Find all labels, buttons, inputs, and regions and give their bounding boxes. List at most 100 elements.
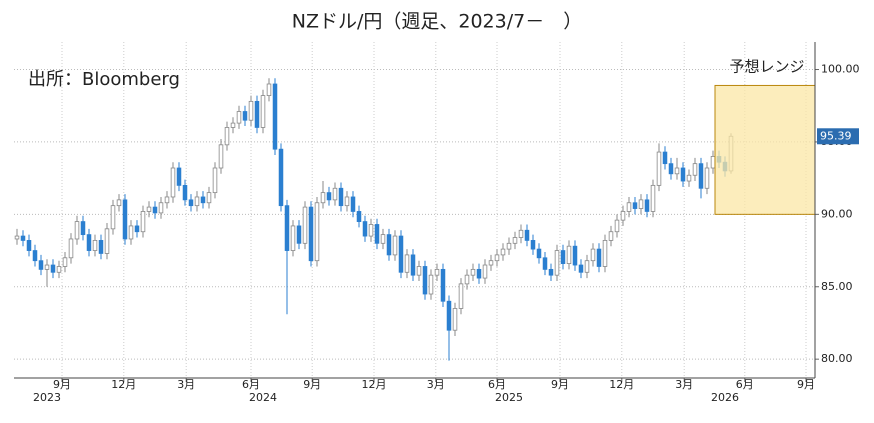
x-tick-label: 9月 <box>53 378 71 391</box>
candle-body <box>494 254 500 262</box>
candle-body <box>338 187 344 207</box>
year-label: 2025 <box>495 391 523 404</box>
x-tick-label: 12月 <box>362 378 387 391</box>
candle-body <box>638 199 644 209</box>
candle-body <box>458 283 464 309</box>
candle-body <box>380 234 386 244</box>
candle-body <box>488 260 494 266</box>
forecast-label: 予想レンジ <box>729 58 804 76</box>
candle-body <box>710 156 716 169</box>
candle-body <box>68 238 74 259</box>
last-price-label: 95.39 <box>820 129 852 142</box>
candle-body <box>62 257 68 267</box>
candle-body <box>350 196 356 212</box>
x-tick-label: 9月 <box>797 378 815 391</box>
candle-body <box>452 308 458 331</box>
candle-body <box>446 300 452 331</box>
candle-body <box>86 234 92 251</box>
candle-body <box>644 199 650 212</box>
candle-body <box>524 229 530 241</box>
candle-body <box>422 266 428 295</box>
candle-body <box>164 196 170 204</box>
candle-body <box>344 196 350 207</box>
candle-body <box>176 167 182 186</box>
x-tick-label: 9月 <box>303 378 321 391</box>
y-tick-label: 85.00 <box>821 280 853 293</box>
year-label: 2023 <box>33 391 61 404</box>
candle-body <box>506 242 512 250</box>
candle-body <box>548 268 554 276</box>
candle-body <box>278 148 284 207</box>
candle-body <box>392 235 398 256</box>
y-tick-label: 80.00 <box>821 352 853 365</box>
x-tick-label: 6月 <box>488 378 506 391</box>
candle-body <box>104 228 110 254</box>
candle-body <box>512 237 518 244</box>
candle-body <box>482 264 488 279</box>
candle-body <box>404 254 410 273</box>
candle-body <box>266 83 272 96</box>
candle-body <box>218 144 224 169</box>
candle-body <box>50 264 56 273</box>
year-label: 2024 <box>249 391 277 404</box>
candle-body <box>596 248 602 267</box>
candle-body <box>326 192 332 201</box>
year-label: 2026 <box>711 391 739 404</box>
candle-body <box>80 221 86 236</box>
candle-body <box>566 245 572 264</box>
x-tick-label: 6月 <box>736 378 754 391</box>
candle-body <box>152 206 158 214</box>
x-tick-label: 12月 <box>609 378 634 391</box>
candle-body <box>668 163 674 175</box>
candle-body <box>584 260 590 273</box>
candle-body <box>674 167 680 175</box>
candle-body <box>590 248 596 262</box>
candle-body <box>518 229 524 238</box>
candle-body <box>626 202 632 212</box>
candle-body <box>398 235 404 273</box>
candle-body <box>284 205 290 251</box>
x-tick-label: 12月 <box>111 378 136 391</box>
candle-body <box>38 260 44 270</box>
candle-body <box>440 268 446 302</box>
candle-body <box>116 199 122 207</box>
candle-body <box>146 206 152 212</box>
candle-body <box>686 174 692 182</box>
candle-body <box>368 224 374 237</box>
candle-body <box>32 250 38 262</box>
candle-body <box>236 111 242 124</box>
candle-body <box>560 250 566 264</box>
candle-body <box>158 202 164 214</box>
candle-body <box>56 266 62 273</box>
candle-body <box>476 268 482 279</box>
candle-body <box>428 274 434 295</box>
candle-body <box>320 192 326 204</box>
candle-body <box>542 257 548 270</box>
y-tick-label: 100.00 <box>821 63 860 76</box>
candle-body <box>302 206 308 244</box>
candle-body <box>470 268 476 276</box>
candle-body <box>44 264 50 270</box>
candle-body <box>170 167 176 198</box>
x-tick-label: 3月 <box>177 378 195 391</box>
candle-body <box>272 83 278 150</box>
candle-body <box>608 231 614 241</box>
candle-body <box>296 225 302 244</box>
candle-body <box>182 184 188 201</box>
candle-body <box>386 234 392 256</box>
y-tick-label: 90.00 <box>821 207 853 220</box>
source-note: 出所：Bloomberg <box>28 69 180 90</box>
candle-body <box>374 224 380 244</box>
candle-body <box>140 211 146 233</box>
candle-body <box>260 95 266 128</box>
candle-body <box>362 221 368 237</box>
candle-body <box>434 268 440 276</box>
candle-body <box>680 167 686 182</box>
candle-body <box>356 211 362 222</box>
candle-body <box>248 100 254 121</box>
candle-body <box>620 211 626 221</box>
candle-body <box>464 274 470 285</box>
candle-body <box>230 122 236 128</box>
candle-body <box>632 202 638 209</box>
